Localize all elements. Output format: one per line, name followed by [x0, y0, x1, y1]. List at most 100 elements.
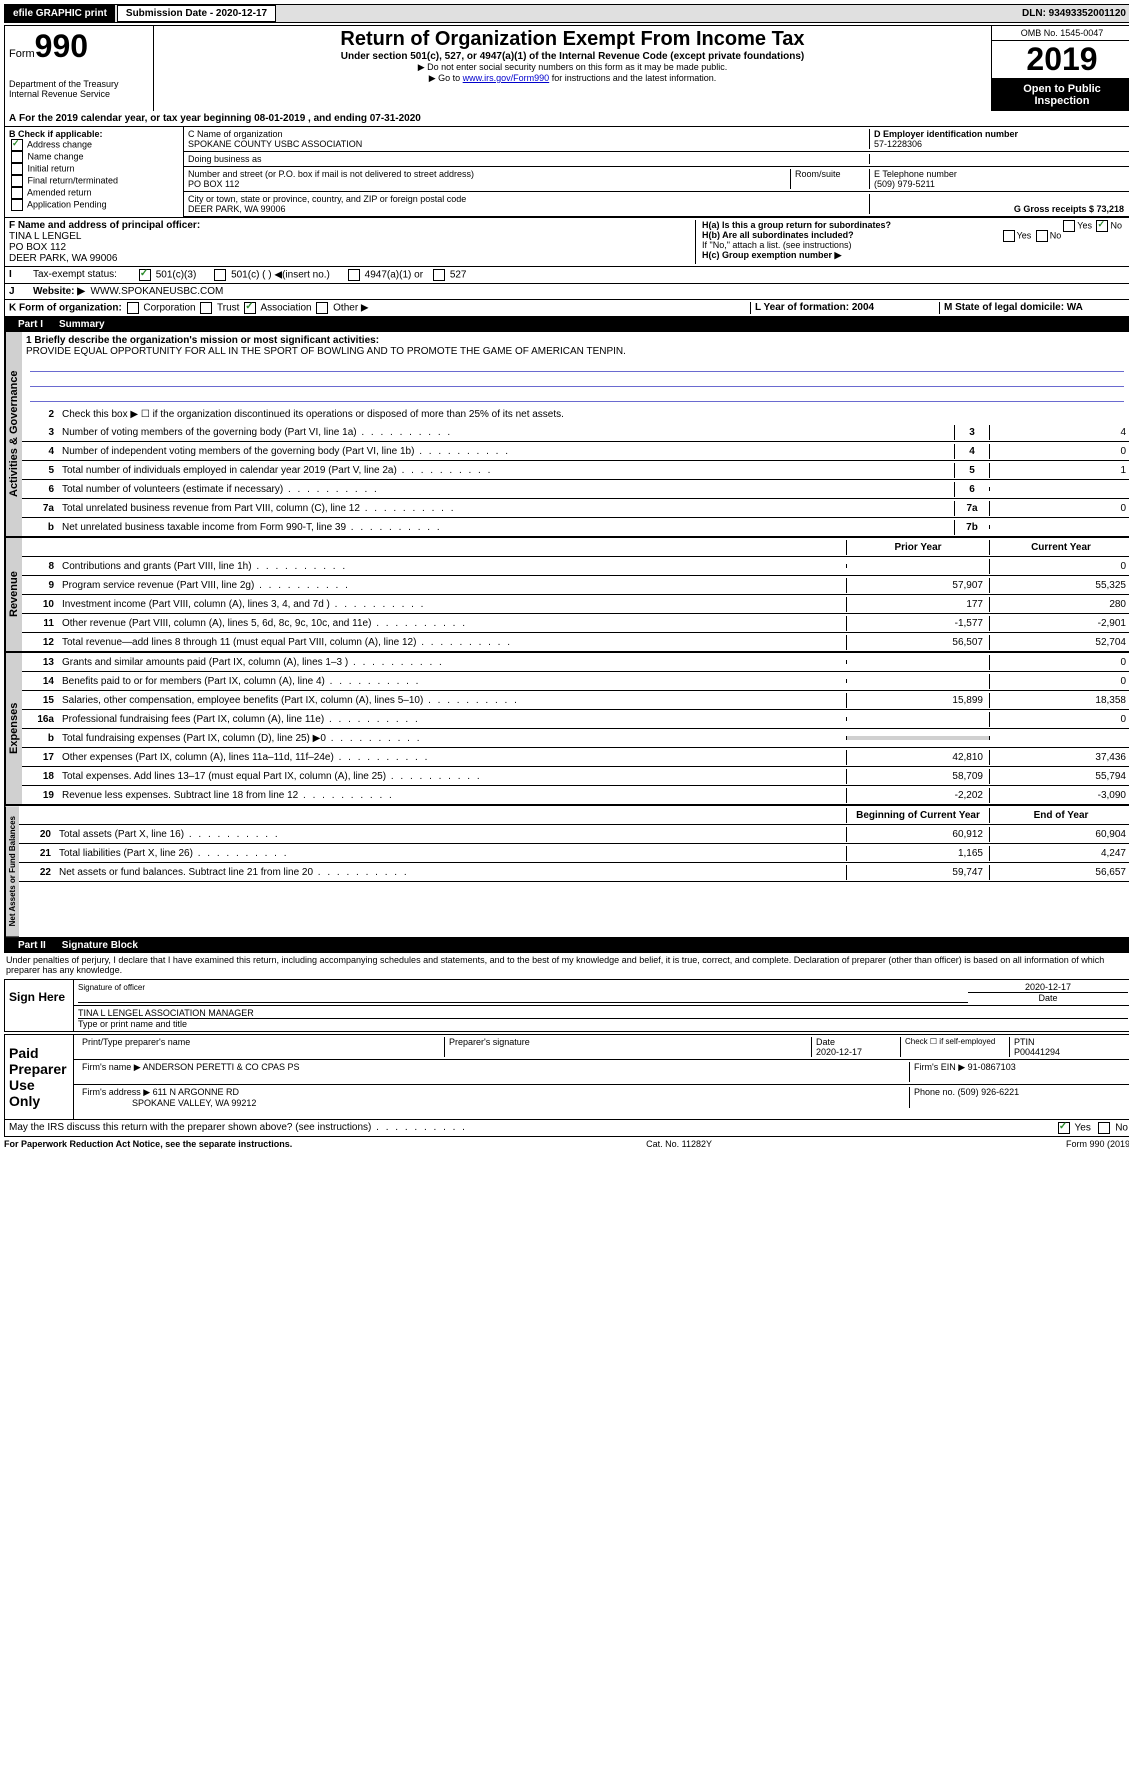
cb-address-change[interactable] [11, 139, 23, 151]
ein: 57-1228306 [874, 139, 1124, 149]
line-4: 4 Number of independent voting members o… [22, 442, 1129, 461]
form-header: Form990 Department of the Treasury Inter… [5, 26, 1129, 111]
hb-yes[interactable] [1003, 230, 1015, 242]
perjury-text: Under penalties of perjury, I declare th… [4, 953, 1129, 977]
note2a: ▶ Go to [429, 73, 463, 83]
sig-name: TINA L LENGEL ASSOCIATION MANAGER [78, 1008, 1128, 1019]
paid-preparer-section: Paid Preparer Use Only Print/Type prepar… [4, 1034, 1129, 1120]
boxes-b-through-g: B Check if applicable: Address change Na… [5, 127, 1129, 218]
cb-assoc[interactable] [244, 302, 256, 314]
q1-label: 1 Briefly describe the organization's mi… [26, 335, 379, 346]
firm-phone: (509) 926-6221 [958, 1087, 1020, 1097]
officer-name: TINA L LENGEL [9, 231, 695, 242]
firm-addr-label: Firm's address ▶ [82, 1087, 150, 1097]
line-b: b Total fundraising expenses (Part IX, c… [22, 729, 1129, 748]
cb-amended[interactable] [11, 187, 23, 199]
submission-date-btn[interactable]: Submission Date - 2020-12-17 [117, 5, 276, 22]
discuss-no[interactable] [1098, 1122, 1110, 1134]
line-3: 3 Number of voting members of the govern… [22, 423, 1129, 442]
ha-no[interactable] [1096, 220, 1108, 232]
line-22: 22 Net assets or fund balances. Subtract… [19, 863, 1129, 882]
cb-corp[interactable] [127, 302, 139, 314]
ha-yes[interactable] [1063, 220, 1075, 232]
efile-btn[interactable]: efile GRAPHIC print [5, 5, 115, 22]
tax-status-label: Tax-exempt status: [33, 269, 117, 281]
tax-status-row: I Tax-exempt status: 501(c)(3) 501(c) ( … [5, 267, 1129, 284]
hc-label: H(c) Group exemption number ▶ [702, 250, 841, 260]
cb-final[interactable] [11, 175, 23, 187]
line-18: 18 Total expenses. Add lines 13–17 (must… [22, 767, 1129, 786]
officer-city: DEER PARK, WA 99006 [9, 253, 695, 264]
hb-label: H(b) Are all subordinates included? [702, 230, 854, 240]
footer: For Paperwork Reduction Act Notice, see … [4, 1137, 1129, 1151]
k3: Other ▶ [333, 303, 368, 314]
box-l: L Year of formation: 2004 [750, 302, 939, 314]
col-begin: Beginning of Current Year [846, 808, 989, 823]
line-21: 21 Total liabilities (Part X, line 26) 1… [19, 844, 1129, 863]
omb-number: OMB No. 1545-0047 [992, 26, 1129, 41]
open-public-badge: Open to Public Inspection [992, 79, 1129, 111]
cb-label-3: Final return/terminated [28, 175, 119, 185]
cb-4947[interactable] [348, 269, 360, 281]
sig-date-label: Date [968, 992, 1128, 1003]
line-6: 6 Total number of volunteers (estimate i… [22, 480, 1129, 499]
cb-501c[interactable] [214, 269, 226, 281]
line-19: 19 Revenue less expenses. Subtract line … [22, 786, 1129, 805]
cb-501c3[interactable] [139, 269, 151, 281]
part1-header: Part I Summary [4, 317, 1129, 332]
line-b: b Net unrelated business taxable income … [22, 518, 1129, 537]
form-note-2: ▶ Go to www.irs.gov/Form990 for instruct… [160, 73, 985, 84]
no-1: No [1110, 220, 1122, 230]
line-15: 15 Salaries, other compensation, employe… [22, 691, 1129, 710]
line-a: A For the 2019 calendar year, or tax yea… [5, 111, 1129, 127]
firm-addr: 611 N ARGONNE RD [153, 1087, 239, 1097]
box-e-label: E Telephone number [874, 169, 1124, 179]
form-note-1: ▶ Do not enter social security numbers o… [160, 62, 985, 73]
q1-text: PROVIDE EQUAL OPPORTUNITY FOR ALL IN THE… [26, 346, 1128, 357]
city: DEER PARK, WA 99006 [188, 204, 869, 214]
cb-label-4: Amended return [27, 187, 92, 197]
yes-2: Yes [1017, 230, 1032, 240]
room-label: Room/suite [790, 169, 869, 189]
box-k-label: K Form of organization: [9, 303, 122, 314]
firm-ein-label: Firm's EIN ▶ [914, 1062, 965, 1072]
dept-treasury: Department of the Treasury Internal Reve… [9, 79, 149, 99]
addr: PO BOX 112 [188, 179, 790, 189]
website-row: J Website: ▶ WWW.SPOKANEUSBC.COM [5, 284, 1129, 300]
cb-pending[interactable] [11, 199, 23, 211]
sig-name-label: Type or print name and title [78, 1019, 1128, 1029]
cb-other[interactable] [316, 302, 328, 314]
sign-here-section: Sign Here Signature of officer 2020-12-1… [4, 979, 1129, 1032]
discuss-yes[interactable] [1058, 1122, 1070, 1134]
irs-link[interactable]: www.irs.gov/Form990 [463, 73, 550, 83]
cb-label-0: Address change [27, 139, 92, 149]
part2-num: Part II [10, 940, 54, 951]
ha-label: H(a) Is this a group return for subordin… [702, 220, 891, 230]
paid-date-label: Date [816, 1037, 835, 1047]
k2: Association [260, 303, 311, 314]
vert-expenses: Expenses [5, 653, 22, 805]
line-14: 14 Benefits paid to or for members (Part… [22, 672, 1129, 691]
form-number: 990 [35, 28, 88, 64]
cb-527[interactable] [433, 269, 445, 281]
firm-name: ANDERSON PERETTI & CO CPAS PS [143, 1062, 300, 1072]
col-current: Current Year [989, 540, 1129, 555]
part1-title: Summary [59, 319, 105, 330]
part2-header: Part II Signature Block [4, 938, 1129, 953]
hb-no[interactable] [1036, 230, 1048, 242]
cb-trust[interactable] [200, 302, 212, 314]
line-9: 9 Program service revenue (Part VIII, li… [22, 576, 1129, 595]
part1-num: Part I [10, 319, 51, 330]
line-a-text: For the 2019 calendar year, or tax year … [19, 113, 421, 124]
cb-label-1: Name change [28, 151, 84, 161]
ts-1: 501(c) ( ) ◀(insert no.) [231, 270, 330, 281]
firm-name-label: Firm's name ▶ [82, 1062, 141, 1072]
self-emp-label: Check ☐ if self-employed [901, 1037, 1010, 1057]
cb-initial[interactable] [11, 163, 23, 175]
col-end: End of Year [989, 808, 1129, 823]
line-13: 13 Grants and similar amounts paid (Part… [22, 653, 1129, 672]
box-g: G Gross receipts $ 73,218 [1014, 204, 1124, 214]
note2b: for instructions and the latest informat… [549, 73, 716, 83]
cb-name-change[interactable] [11, 151, 23, 163]
discuss-no-label: No [1115, 1123, 1128, 1134]
